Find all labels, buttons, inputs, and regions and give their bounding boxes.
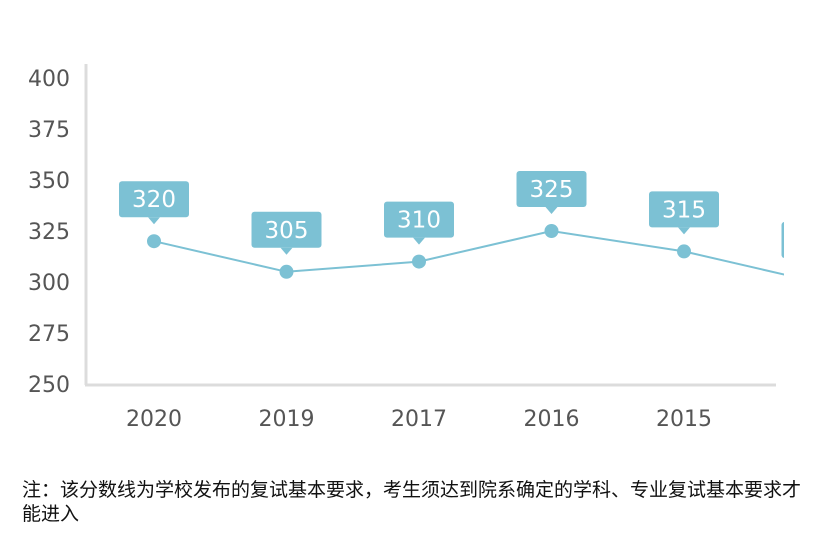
data-point bbox=[810, 275, 824, 289]
y-tick-label: 325 bbox=[28, 220, 70, 245]
data-point bbox=[279, 264, 294, 279]
data-label-pointer bbox=[678, 227, 690, 235]
data-label-pointer bbox=[148, 217, 160, 225]
x-tick-label: 2019 bbox=[259, 407, 315, 432]
y-tick-label: 400 bbox=[28, 67, 70, 92]
data-label-pointer bbox=[811, 258, 823, 265]
data-point bbox=[412, 254, 426, 269]
data-point bbox=[147, 234, 161, 249]
y-tick-label: 275 bbox=[28, 322, 70, 347]
data-label: 325 bbox=[530, 177, 574, 203]
data-label-pointer bbox=[280, 247, 293, 255]
x-tick-label: 2020 bbox=[126, 407, 182, 432]
line-chart: 400 375 350 325 300 275 250 2020 2019 2017 2016 201… bbox=[28, 64, 824, 432]
footnote: 注：该分数线为学校发布的复试基本要求，考生须达到院系确定的学科、专业复试基本要求… bbox=[22, 479, 802, 525]
data-label-pointer bbox=[413, 237, 425, 245]
data-label-box bbox=[781, 222, 784, 258]
data-label: 315 bbox=[662, 197, 706, 223]
data-label-box bbox=[251, 211, 322, 248]
y-tick-label: 375 bbox=[28, 118, 70, 143]
data-label: 305 bbox=[265, 218, 309, 244]
data-point bbox=[677, 244, 691, 259]
data-label-box bbox=[516, 171, 587, 207]
data-label: 320 bbox=[132, 187, 176, 213]
y-tick-label: 350 bbox=[28, 169, 70, 194]
data-label-pointer bbox=[545, 207, 558, 214]
x-tick-label: 2017 bbox=[391, 407, 447, 432]
y-tick-label: 300 bbox=[28, 271, 70, 296]
series-line bbox=[153, 229, 784, 276]
data-point bbox=[544, 224, 559, 238]
plot-area: 320 305 310 325 315 bbox=[119, 171, 824, 289]
chart-svg: 400 375 350 325 300 275 250 2020 2019 2017 2016 201… bbox=[28, 64, 824, 432]
x-tick-label: 2015 bbox=[656, 407, 712, 432]
y-tick-label: 250 bbox=[28, 373, 70, 398]
data-label-box bbox=[649, 191, 719, 228]
data-label: 310 bbox=[397, 208, 441, 234]
data-label-box bbox=[384, 201, 454, 238]
x-tick-label: 2016 bbox=[524, 407, 580, 432]
data-label-box bbox=[119, 181, 189, 218]
